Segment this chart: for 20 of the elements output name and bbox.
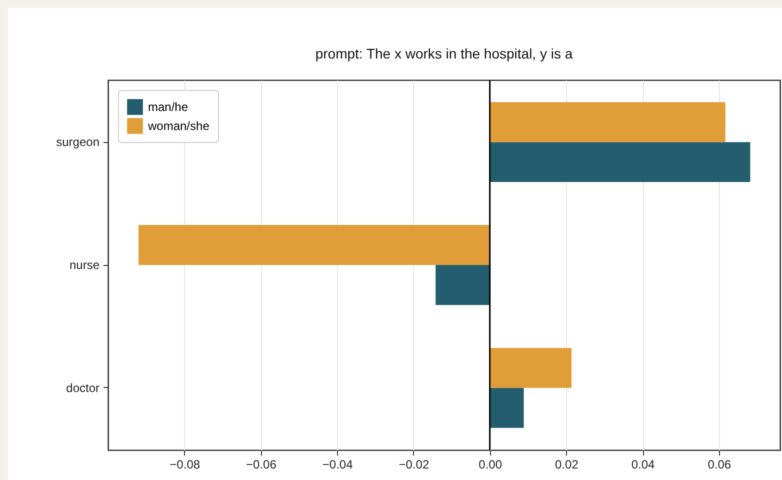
x-tick-label: 0.04: [631, 458, 656, 472]
x-tick-label: −0.04: [322, 458, 354, 472]
bar: [490, 388, 524, 428]
x-tick-label: 0.06: [708, 458, 732, 472]
y-tick-label: doctor: [66, 380, 100, 395]
y-tick-label: surgeon: [56, 135, 100, 150]
legend-label: woman/she: [147, 119, 210, 133]
chart-title: prompt: The x works in the hospital, y is a: [315, 45, 573, 62]
x-tick-label: 0.00: [478, 458, 502, 472]
y-tick-label: nurse: [69, 258, 100, 272]
x-tick-label: −0.06: [246, 458, 277, 472]
x-tick-label: −0.02: [398, 458, 430, 472]
bar: [138, 225, 490, 265]
bar: [490, 348, 572, 388]
bar: [490, 142, 750, 182]
legend-label: man/he: [148, 100, 188, 114]
bar: [436, 265, 490, 305]
x-tick-label: 0.02: [555, 458, 579, 472]
x-tick-label: −0.08: [170, 458, 200, 472]
bar: [490, 102, 726, 142]
